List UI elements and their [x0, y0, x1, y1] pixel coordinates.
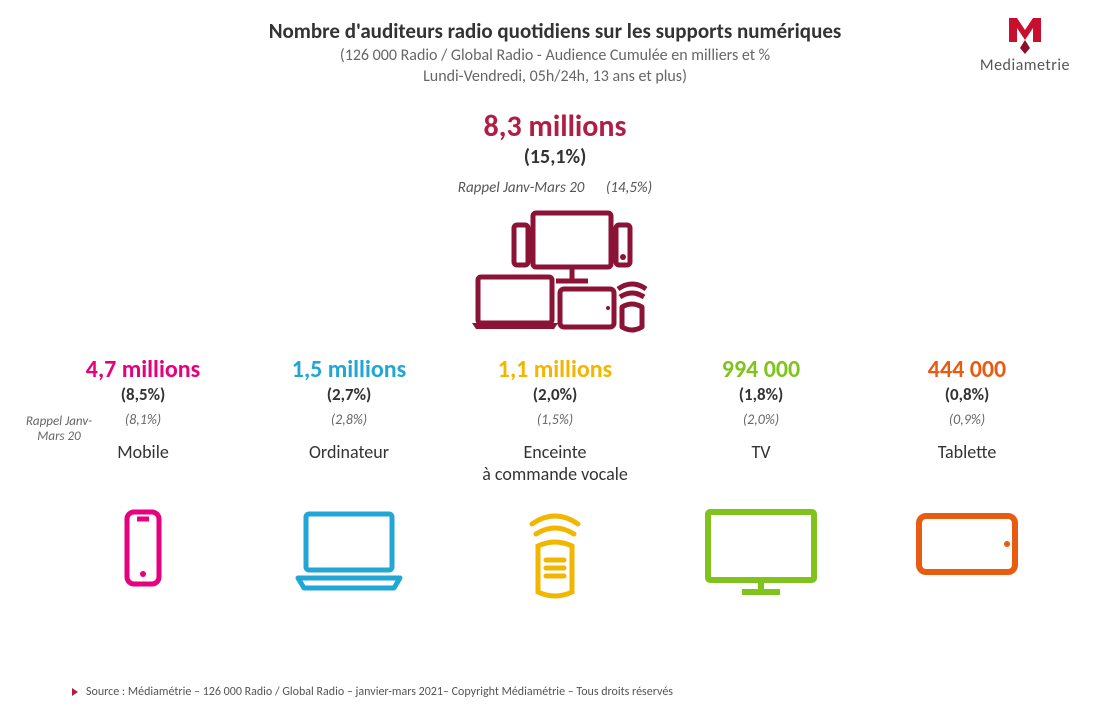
- device-computer: 1,5 millions (2,7%) (2,8%) Ordinateur: [246, 355, 452, 486]
- hero-devices-icon: [0, 207, 1110, 337]
- brand-logo-text: Mediametrie: [980, 56, 1070, 75]
- device-icons-row: [0, 504, 1110, 609]
- source-footer: Source : Médiamétrie – 126 000 Radio / G…: [86, 685, 673, 699]
- device-tablet-pct: (0,8%): [870, 384, 1064, 405]
- device-speaker-prev: (1,5%): [458, 411, 652, 428]
- hero-prev-pct: (14,5%): [606, 179, 652, 197]
- device-tablet: 444 000 (0,8%) (0,9%) Tablette: [864, 355, 1070, 486]
- page-subtitle-1: (126 000 Radio / Global Radio - Audience…: [0, 46, 1110, 65]
- hero-prev-label: Rappel Janv-Mars 20: [458, 179, 585, 197]
- tablet-icon: [864, 504, 1070, 609]
- device-tv-prev: (2,0%): [664, 411, 858, 428]
- devices-row: Rappel Janv-Mars 20 4,7 millions (8,5%) …: [0, 355, 1110, 486]
- device-computer-pct: (2,7%): [252, 384, 446, 405]
- device-mobile: Rappel Janv-Mars 20 4,7 millions (8,5%) …: [40, 355, 246, 486]
- brand-logo: Mediametrie: [980, 14, 1070, 75]
- header: Nombre d'auditeurs radio quotidiens sur …: [0, 0, 1110, 86]
- device-tablet-value: 444 000: [870, 355, 1064, 384]
- device-speaker-value: 1,1 millions: [458, 355, 652, 384]
- device-tv-pct: (1,8%): [664, 384, 858, 405]
- mediametrie-m-icon: [1003, 14, 1047, 54]
- mobile-icon: [40, 504, 246, 609]
- device-tv-value: 994 000: [664, 355, 858, 384]
- device-computer-label: Ordinateur: [252, 442, 446, 486]
- page-title: Nombre d'auditeurs radio quotidiens sur …: [0, 18, 1110, 44]
- device-computer-prev: (2,8%): [252, 411, 446, 428]
- page-subtitle-2: Lundi-Vendredi, 05h/24h, 13 ans et plus): [0, 67, 1110, 86]
- device-tv-label: TV: [664, 442, 858, 486]
- device-mobile-value: 4,7 millions: [46, 355, 240, 384]
- rappel-side-label: Rappel Janv-Mars 20: [14, 415, 104, 445]
- hero-previous: Rappel Janv-Mars 20 (14,5%): [0, 179, 1110, 197]
- speaker-icon: [452, 504, 658, 609]
- tv-icon: [658, 504, 864, 609]
- hero-value: 8,3 millions: [0, 108, 1110, 145]
- hero-total: 8,3 millions (15,1%) Rappel Janv-Mars 20…: [0, 108, 1110, 337]
- device-speaker-label: Enceinteà commande vocale: [458, 442, 652, 486]
- computer-icon: [246, 504, 452, 609]
- device-tablet-label: Tablette: [870, 442, 1064, 486]
- device-mobile-label: Mobile: [46, 442, 240, 486]
- device-speaker: 1,1 millions (2,0%) (1,5%) Enceinteà com…: [452, 355, 658, 486]
- device-tablet-prev: (0,9%): [870, 411, 1064, 428]
- device-tv: 994 000 (1,8%) (2,0%) TV: [658, 355, 864, 486]
- device-speaker-pct: (2,0%): [458, 384, 652, 405]
- device-mobile-pct: (8,5%): [46, 384, 240, 405]
- device-computer-value: 1,5 millions: [252, 355, 446, 384]
- hero-pct: (15,1%): [0, 145, 1110, 169]
